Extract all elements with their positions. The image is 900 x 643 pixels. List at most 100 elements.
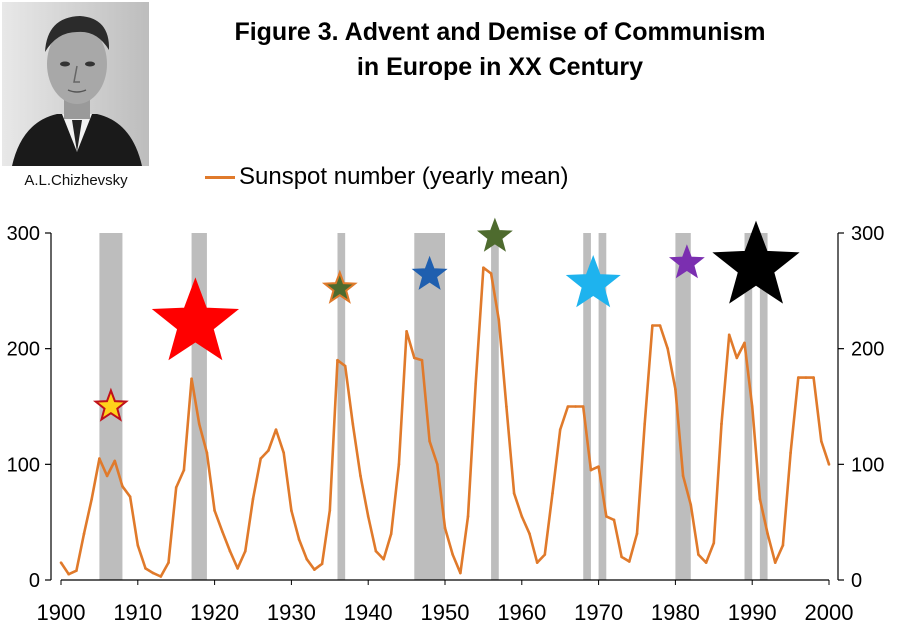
- data-point: [359, 474, 362, 478]
- x-tick-label: 2000: [805, 600, 854, 625]
- data-point: [167, 561, 170, 564]
- x-tick-label: 1940: [344, 600, 393, 625]
- data-point: [75, 569, 78, 573]
- data-point: [727, 333, 731, 337]
- data-point: [151, 571, 155, 575]
- x-tick-label: 1920: [190, 600, 239, 625]
- data-point: [213, 509, 216, 512]
- shaded-period-8: [744, 233, 753, 580]
- left-y-tick-label: 0: [29, 570, 40, 592]
- data-point: [804, 376, 808, 379]
- data-point: [789, 451, 792, 455]
- data-point: [651, 324, 654, 327]
- data-point: [566, 405, 570, 408]
- data-point: [712, 541, 716, 545]
- data-point: [505, 405, 508, 408]
- title-line-1: Figure 3. Advent and Demise of Communism: [234, 18, 766, 46]
- data-point: [428, 439, 431, 443]
- x-tick-label: 1950: [421, 600, 470, 625]
- x-tick-label: 1960: [497, 600, 546, 625]
- legend-label: Sunspot number (yearly mean): [239, 163, 569, 190]
- data-point: [758, 497, 762, 501]
- data-point: [558, 428, 562, 431]
- data-point: [113, 459, 117, 463]
- data-point: [397, 463, 401, 466]
- data-point: [827, 463, 831, 466]
- data-point: [82, 532, 86, 536]
- data-point: [604, 515, 608, 518]
- tick-labels: 0 100 200 300 0 100 200 300 1900 1910 1920 1930 1940…: [7, 223, 885, 625]
- right-y-tick-label: 0: [851, 570, 862, 592]
- data-point: [658, 324, 662, 327]
- data-point: [90, 497, 94, 501]
- data-point: [812, 376, 815, 379]
- title-line-2: in Europe in XX Century: [356, 53, 644, 81]
- data-point: [520, 515, 524, 518]
- data-point: [259, 457, 262, 460]
- data-point: [190, 377, 193, 381]
- data-point: [497, 318, 501, 322]
- data-point: [121, 485, 124, 488]
- data-point: [773, 561, 777, 564]
- data-point: [267, 449, 270, 452]
- left-y-tick-label: 100: [7, 454, 40, 476]
- data-point: [574, 405, 577, 408]
- data-point: [351, 422, 355, 426]
- data-point: [666, 347, 670, 350]
- data-point: [136, 544, 140, 547]
- data-point: [704, 561, 708, 564]
- chart-axes: [45, 232, 844, 585]
- data-point: [174, 486, 178, 489]
- data-point: [474, 382, 478, 385]
- data-point: [290, 509, 293, 512]
- shaded-period-9: [759, 233, 768, 580]
- data-point: [436, 463, 439, 466]
- data-point: [781, 544, 785, 547]
- data-point: [628, 560, 631, 563]
- data-point: [182, 468, 186, 472]
- data-point: [197, 422, 201, 426]
- data-point: [366, 515, 370, 518]
- data-point: [251, 497, 255, 501]
- data-point: [159, 575, 163, 578]
- data-point: [274, 428, 278, 431]
- shaded-period-4: [491, 233, 499, 580]
- left-y-tick-label: 200: [7, 339, 40, 361]
- x-tick-label: 1990: [728, 600, 777, 625]
- data-point: [720, 422, 723, 426]
- data-point: [443, 526, 447, 530]
- data-point: [336, 358, 339, 362]
- data-point: [612, 518, 616, 522]
- data-point: [466, 515, 470, 518]
- data-point: [451, 553, 454, 556]
- data-point: [735, 356, 739, 360]
- star-marker-1: [151, 277, 240, 361]
- data-point: [67, 572, 70, 576]
- photo-caption: A.L.Chizhevsky: [24, 172, 128, 189]
- data-point: [205, 451, 209, 455]
- data-point: [320, 562, 324, 566]
- data-point: [313, 568, 316, 571]
- data-point: [305, 557, 309, 561]
- star-marker-4: [476, 217, 513, 252]
- data-point: [697, 553, 700, 556]
- shaded-period-6: [598, 233, 607, 580]
- shaded-period-2: [337, 233, 346, 580]
- data-point: [389, 532, 393, 536]
- data-point: [528, 532, 531, 536]
- x-tick-label: 1910: [113, 600, 162, 625]
- data-point: [796, 376, 800, 379]
- data-point: [581, 405, 585, 408]
- data-point: [543, 553, 547, 556]
- data-point: [59, 561, 63, 564]
- star-marker-3: [411, 255, 448, 290]
- event-stars: [92, 217, 800, 422]
- data-point: [743, 341, 746, 345]
- data-point: [482, 266, 485, 270]
- data-point: [535, 561, 539, 564]
- star-marker-6: [668, 244, 705, 279]
- series-line-group: [59, 266, 831, 578]
- star-marker-5: [565, 255, 621, 308]
- data-point: [459, 571, 462, 575]
